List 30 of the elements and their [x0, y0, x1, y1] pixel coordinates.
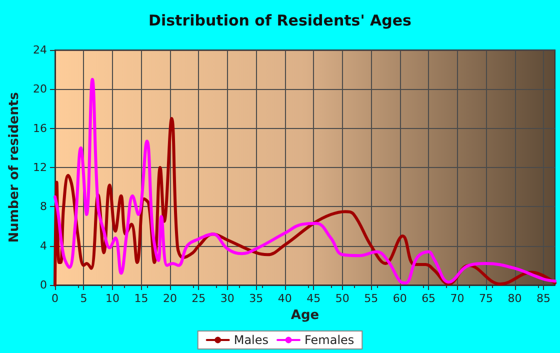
- y-axis-title: Number of residents: [7, 92, 22, 243]
- x-tick-label: 25: [192, 292, 206, 305]
- y-tick-label: 0: [40, 278, 47, 292]
- x-tick-label: 55: [364, 292, 378, 305]
- x-axis-title: Age: [290, 308, 320, 323]
- x-tick-label: 85: [536, 292, 551, 305]
- y-tick-label: 8: [40, 200, 47, 214]
- x-tick-label: 45: [306, 292, 321, 305]
- x-tick-label: 65: [422, 292, 436, 305]
- x-tick-label: 40: [278, 292, 292, 305]
- x-tick-label: 35: [249, 292, 264, 305]
- y-tick-label: 4: [40, 239, 47, 252]
- x-tick-label: 10: [105, 292, 120, 305]
- x-tick-label: 15: [134, 292, 148, 305]
- x-tick-label: 60: [392, 292, 407, 305]
- x-tick-label: 50: [335, 292, 350, 305]
- x-tick-label: 0: [52, 292, 58, 305]
- x-tick-label: 80: [508, 292, 522, 305]
- x-tick-label: 30: [220, 292, 234, 305]
- x-tick-label: 20: [162, 292, 177, 305]
- legend-label: Males: [234, 333, 269, 347]
- legend-label: Females: [304, 333, 354, 347]
- x-tick-label: 75: [479, 292, 494, 305]
- x-tick-label: 5: [80, 292, 88, 305]
- chart-title: Distribution of Residents' Ages: [148, 12, 412, 30]
- x-tick-label: 70: [450, 292, 464, 305]
- y-tick-label: 20: [33, 82, 47, 96]
- y-tick-label: 12: [33, 161, 47, 174]
- y-tick-label: 24: [33, 44, 47, 56]
- y-tick-label: 16: [33, 122, 47, 135]
